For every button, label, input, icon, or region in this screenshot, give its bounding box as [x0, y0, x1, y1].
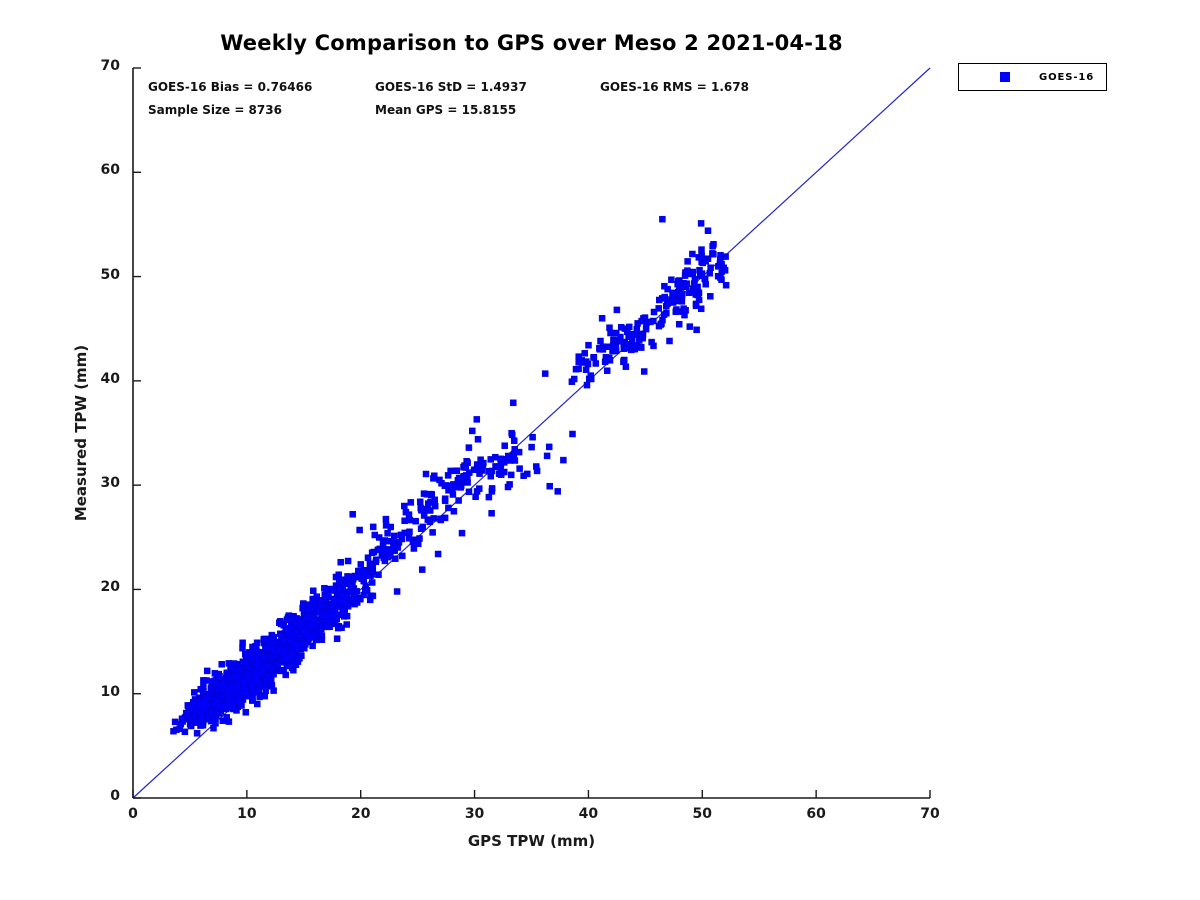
y-tick-label-70: 70	[100, 58, 120, 74]
y-tick-label-40: 40	[100, 370, 120, 387]
x-tick-label-70: 70	[920, 806, 940, 822]
y-tick-label-20: 20	[100, 579, 120, 596]
stat-rms: GOES-16 RMS = 1.678	[600, 80, 749, 94]
stat-std: GOES-16 StD = 1.4937	[375, 80, 527, 94]
scatter-series-goes16	[170, 215, 730, 737]
x-tick-label-40: 40	[578, 806, 599, 822]
legend-series-label: GOES-16	[1039, 71, 1095, 83]
y-tick-label-0: 0	[110, 788, 120, 804]
y-tick-label-10: 10	[100, 683, 120, 700]
stat-mean-gps: Mean GPS = 15.8155	[375, 103, 517, 117]
x-axis-label: GPS TPW (mm)	[467, 832, 596, 850]
x-tick-label-30: 30	[464, 806, 485, 822]
stat-sample-size: Sample Size = 8736	[148, 103, 282, 117]
x-tick-label-60: 60	[806, 806, 826, 822]
legend-box: GOES-16	[958, 63, 1107, 91]
y-tick-label-50: 50	[100, 266, 120, 283]
x-tick-label-0: 0	[128, 806, 138, 822]
y-tick-label-60: 60	[100, 162, 120, 179]
stat-bias: GOES-16 Bias = 0.76466	[148, 80, 313, 94]
x-tick-label-50: 50	[692, 806, 713, 822]
x-tick-label-10: 10	[237, 806, 257, 822]
chart-title: Weekly Comparison to GPS over Meso 2 202…	[220, 31, 843, 55]
y-tick-label-30: 30	[100, 475, 120, 492]
legend-marker-square-icon	[1000, 72, 1010, 82]
x-tick-label-20: 20	[350, 806, 371, 822]
